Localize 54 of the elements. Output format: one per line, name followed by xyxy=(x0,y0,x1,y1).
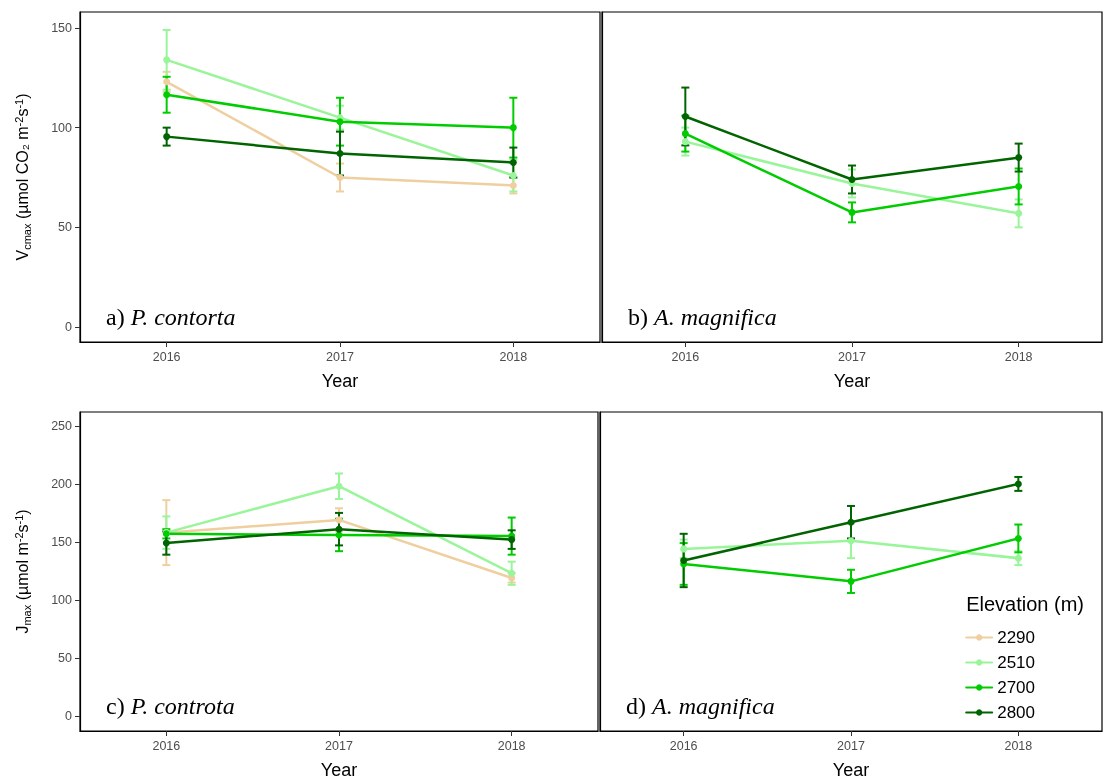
x-tick-label: 2016 xyxy=(152,738,181,753)
x-axis-title: Year xyxy=(321,371,359,391)
x-tick-label: 2017 xyxy=(837,738,865,753)
point xyxy=(1015,209,1023,217)
x-tick-label: 2018 xyxy=(1004,738,1033,753)
y-tick-label: 0 xyxy=(65,320,73,335)
point xyxy=(848,208,856,216)
x-tick-label: 2017 xyxy=(325,738,353,753)
annotation: b) A. magnifica xyxy=(628,304,777,330)
x-tick-label: 2016 xyxy=(671,349,700,364)
y-tick-label: 150 xyxy=(51,534,73,549)
y-tick-label: 250 xyxy=(51,418,73,433)
legend-label: 2290 xyxy=(997,628,1036,647)
y-tick-label: 100 xyxy=(51,592,73,607)
x-tick-label: 2016 xyxy=(152,349,181,364)
point xyxy=(509,124,517,132)
y-axis-title: Vcmax (µmol CO₂ m-2s-1) xyxy=(12,93,33,261)
legend-label: 2700 xyxy=(997,678,1036,697)
y-tick-label: 200 xyxy=(51,476,73,491)
annotation: c) P. controta xyxy=(106,693,235,719)
x-tick-label: 2018 xyxy=(499,349,528,364)
point xyxy=(1015,154,1023,162)
x-tick-label: 2018 xyxy=(497,738,526,753)
y-tick-label: 0 xyxy=(65,708,73,723)
annotation: d) A. magnifica xyxy=(626,693,775,719)
x-axis-title: Year xyxy=(833,371,871,391)
legend-label: 2510 xyxy=(997,653,1036,672)
annotation: a) P. contorta xyxy=(106,304,236,330)
point xyxy=(509,181,517,189)
point xyxy=(163,56,171,64)
point xyxy=(681,130,689,138)
x-axis-title: Year xyxy=(832,760,870,780)
point xyxy=(336,118,344,126)
y-tick-label: 50 xyxy=(58,650,73,665)
x-tick-label: 2018 xyxy=(1004,349,1033,364)
point xyxy=(848,175,856,183)
legend-title: Elevation (m) xyxy=(966,593,1084,615)
point xyxy=(163,133,171,141)
y-tick-label: 50 xyxy=(58,220,73,235)
point xyxy=(1015,182,1023,190)
point xyxy=(1014,480,1022,488)
y-tick-label: 100 xyxy=(51,120,73,135)
point xyxy=(1014,534,1022,542)
point xyxy=(508,536,516,544)
y-tick-label: 150 xyxy=(51,20,73,35)
legend-label: 2800 xyxy=(997,703,1036,722)
point xyxy=(335,482,343,490)
x-axis-title: Year xyxy=(320,760,358,780)
x-tick-label: 2017 xyxy=(326,349,354,364)
point xyxy=(847,577,855,585)
x-tick-label: 2016 xyxy=(669,738,698,753)
point xyxy=(336,150,344,158)
y-axis-title: Jmax (µmol m-2s-1) xyxy=(12,509,33,634)
x-tick-label: 2017 xyxy=(838,349,866,364)
